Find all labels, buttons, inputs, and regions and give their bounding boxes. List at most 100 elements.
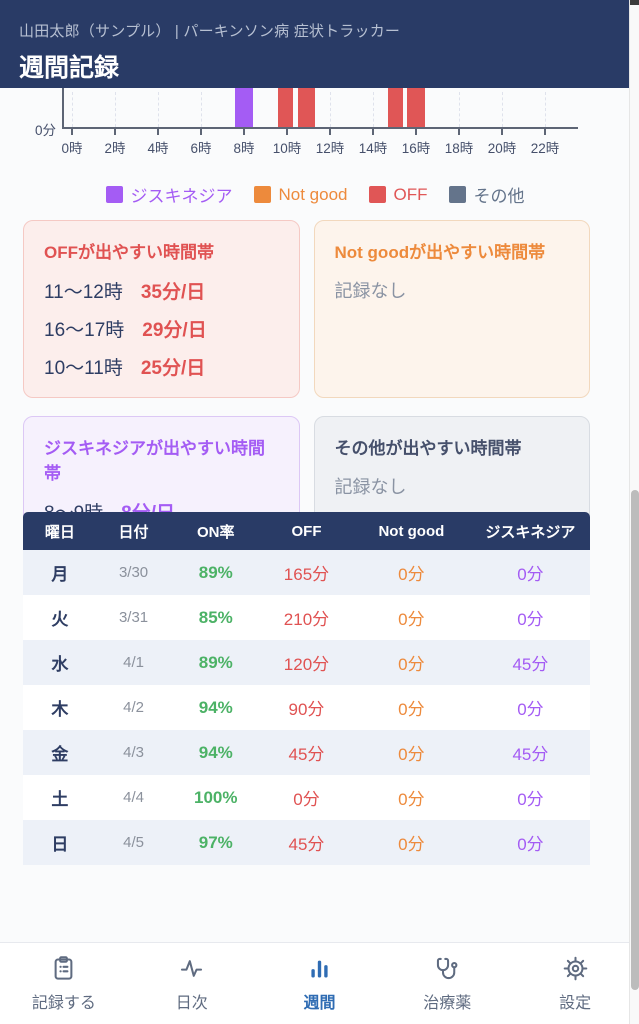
table-cell-dysk: 0分 — [517, 610, 544, 629]
table-cell-day: 金 — [51, 745, 69, 764]
patient-and-app-subtitle: 山田太郎（サンプル） | パーキンソン病 症状トラッカー — [19, 23, 401, 40]
chart-grid-line — [545, 92, 546, 127]
table-cell-on: 85% — [198, 607, 233, 627]
table-cell-notgood: 0分 — [398, 565, 425, 584]
off-bar-segment — [278, 88, 294, 127]
chart-grid-line — [201, 92, 202, 127]
notgood-timeband-card: Not goodが出やすい時間帯 記録なし — [313, 220, 590, 398]
off-bar-segment — [297, 88, 315, 127]
x-axis-tick-mark — [114, 129, 116, 135]
table-row: 木 4/2 94% 90分 0分 0分 — [23, 685, 590, 730]
table-cell-day: 月 — [51, 565, 69, 584]
table-column-header: ON率 — [197, 523, 235, 541]
nav-tab-settings[interactable]: 設定 — [511, 943, 639, 1024]
off-bar-segment — [407, 88, 425, 127]
x-axis-tick-mark — [286, 129, 288, 135]
nav-tab-medication[interactable]: 治療薬 — [383, 943, 511, 1024]
x-axis-tick-mark — [372, 129, 374, 135]
x-axis-tick-label: 20時 — [487, 141, 517, 156]
timeband-value: 25分/日 — [140, 358, 206, 379]
table-cell-date: 3/31 — [118, 609, 149, 626]
x-axis-tick-mark — [243, 129, 245, 135]
scrollbar-track[interactable] — [629, 0, 639, 1024]
chart-grid-line — [502, 92, 503, 127]
x-axis-tick-mark — [415, 129, 417, 135]
legend-label: OFF — [393, 184, 428, 204]
x-axis-tick-label: 2時 — [104, 141, 126, 156]
nav-tab-record[interactable]: 記録する — [0, 943, 128, 1024]
off-card-rows: 11〜12時 35分/日 16〜17時 29分/日 10〜11時 25分/日 — [44, 277, 279, 380]
bar-chart-icon — [306, 955, 333, 982]
x-axis-tick-mark — [458, 129, 460, 135]
y-axis-line — [62, 88, 64, 129]
timeband-range: 10〜11時 — [44, 358, 123, 379]
chart-grid-line — [158, 92, 159, 127]
table-cell-off: 45分 — [288, 745, 325, 764]
table-column-header: OFF — [291, 522, 322, 540]
legend-swatch-off — [368, 186, 386, 203]
table-cell-day: 水 — [51, 655, 69, 674]
clipboard-icon — [50, 955, 77, 982]
x-axis-tick-mark — [71, 129, 73, 135]
other-card-empty: 記録なし — [334, 477, 407, 497]
x-axis-tick-label: 6時 — [190, 141, 212, 156]
table-cell-on: 89% — [198, 562, 233, 582]
table-cell-on: 100% — [194, 787, 238, 807]
dyskinesia-card-title: ジスキネジアが出やすい時間帯 — [44, 439, 265, 483]
chart-grid-line — [459, 92, 460, 127]
table-cell-off: 210分 — [283, 610, 330, 629]
table-cell-date: 4/4 — [123, 789, 144, 806]
legend-swatch-dyskinesia — [105, 186, 123, 203]
table-cell-on: 94% — [198, 742, 233, 762]
x-axis-tick-mark — [329, 129, 331, 135]
table-cell-dysk: 0分 — [517, 565, 544, 584]
timeband-row: 10〜11時 25分/日 — [44, 353, 279, 380]
table-cell-day: 火 — [51, 610, 69, 629]
table-cell-day: 土 — [51, 790, 69, 809]
x-axis-line — [62, 127, 578, 129]
dyskinesia-bar-segment — [235, 88, 253, 127]
x-axis-tick-label: 16時 — [401, 141, 431, 156]
table-column-header: 日付 — [118, 523, 149, 541]
x-axis-tick-label: 8時 — [233, 141, 255, 156]
table-cell-notgood: 0分 — [398, 835, 425, 854]
gear-icon — [562, 955, 589, 982]
timeband-value: 29分/日 — [142, 320, 207, 341]
x-axis-tick-label: 0時 — [61, 141, 83, 156]
x-axis-tick-label: 4時 — [147, 141, 169, 156]
x-axis-tick-label: 14時 — [358, 141, 388, 156]
table-row: 土 4/4 100% 0分 0分 0分 — [23, 775, 590, 820]
legend-item-other: その他 — [448, 182, 525, 207]
nav-tab-label: 設定 — [559, 994, 592, 1012]
table-column-header: Not good — [378, 522, 445, 540]
summary-cards: OFFが出やすい時間帯 11〜12時 35分/日 16〜17時 29分/日 10〜11時… — [23, 220, 590, 543]
nav-tab-daily[interactable]: 日次 — [128, 943, 256, 1024]
pulse-icon — [178, 955, 205, 982]
table-cell-off: 165分 — [283, 565, 330, 584]
weekly-timeline-section: 0分 0時 2時 4時 6時 8時 10時 12時 14時 16時 18時 20時 22時 ジスキネジ… — [0, 88, 630, 208]
scrollbar-thumb[interactable] — [631, 490, 639, 990]
nav-tab-label: 記録する — [31, 994, 96, 1012]
x-axis-tick-label: 12時 — [315, 141, 345, 156]
weekly-record-table: 曜日 日付 ON率 OFF Not good ジスキネジア 月 3/30 89% 165分 0分 0… — [23, 512, 590, 865]
table-cell-notgood: 0分 — [398, 790, 425, 809]
table-row: 月 3/30 89% 165分 0分 0分 — [23, 550, 590, 595]
table-cell-on: 94% — [198, 697, 233, 717]
table-cell-off: 45分 — [288, 835, 325, 854]
off-timeband-card: OFFが出やすい時間帯 11〜12時 35分/日 16〜17時 29分/日 10〜11時… — [23, 220, 300, 398]
table-column-header: 曜日 — [44, 523, 75, 541]
nav-tab-weekly[interactable]: 週間 — [256, 943, 384, 1024]
table-cell-notgood: 0分 — [398, 655, 425, 674]
table-cell-notgood: 0分 — [398, 700, 425, 719]
table-cell-off: 0分 — [293, 790, 320, 809]
table-cell-on: 89% — [198, 652, 233, 672]
other-card-title: その他が出やすい時間帯 — [334, 439, 522, 458]
table-body: 月 3/30 89% 165分 0分 0分火 3/31 85% 210分 0分 0分水 4/1 89% 1… — [23, 550, 590, 865]
table-cell-date: 3/30 — [118, 564, 149, 581]
timeband-range: 11〜12時 — [44, 282, 123, 303]
weekly-chart: 0分 0時 2時 4時 6時 8時 10時 12時 14時 16時 18時 20時 22時 — [0, 88, 630, 156]
table-cell-dysk: 45分 — [512, 745, 549, 764]
table-cell-notgood: 0分 — [398, 610, 425, 629]
stethoscope-icon — [434, 955, 461, 982]
table-column-header: ジスキネジア — [485, 523, 576, 541]
